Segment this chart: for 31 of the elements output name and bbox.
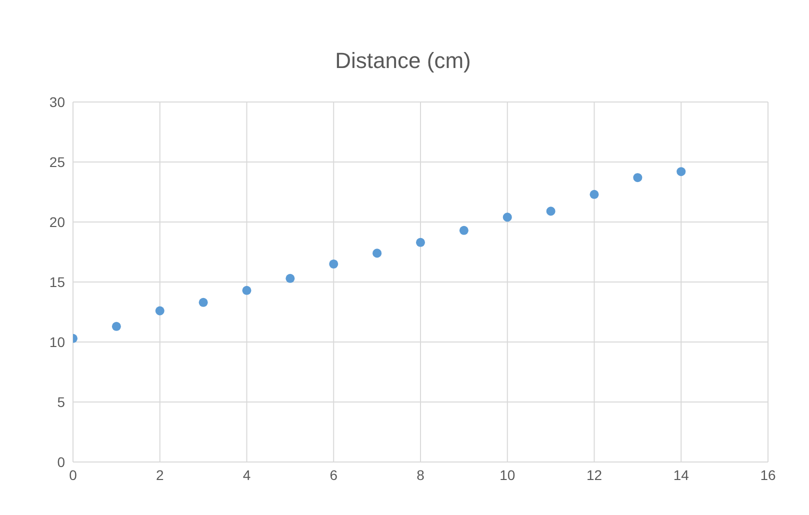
x-tick-label: 16 (760, 466, 776, 483)
point (372, 248, 382, 258)
point (416, 238, 426, 247)
y-tick-label: 5 (57, 394, 66, 410)
y-tick-label: 20 (49, 214, 66, 230)
x-tick-label: 2 (156, 466, 164, 483)
point (633, 173, 642, 182)
y-tick-label: 30 (49, 94, 66, 110)
point (329, 259, 338, 269)
y-tick-label: 10 (49, 334, 66, 350)
point (590, 190, 599, 199)
y-tick-label: 15 (49, 274, 66, 290)
y-tick-label: 0 (57, 454, 66, 470)
point (546, 206, 556, 216)
point (198, 298, 208, 307)
point (676, 167, 686, 176)
point (286, 274, 295, 283)
point (242, 286, 252, 295)
point (502, 212, 512, 222)
x-tick-label: 8 (416, 466, 425, 483)
point (155, 306, 164, 316)
x-tick-label: 10 (500, 466, 516, 483)
point (112, 322, 121, 331)
point (459, 226, 468, 235)
x-tick-label: 0 (69, 466, 78, 483)
x-tick-label: 12 (586, 466, 602, 483)
x-tick-label: 6 (330, 466, 338, 483)
x-tick-label: 14 (673, 466, 690, 483)
chart-title: Distance (cm) (334, 47, 472, 75)
x-tick-label: 4 (242, 466, 251, 483)
y-tick-label: 25 (49, 154, 66, 170)
